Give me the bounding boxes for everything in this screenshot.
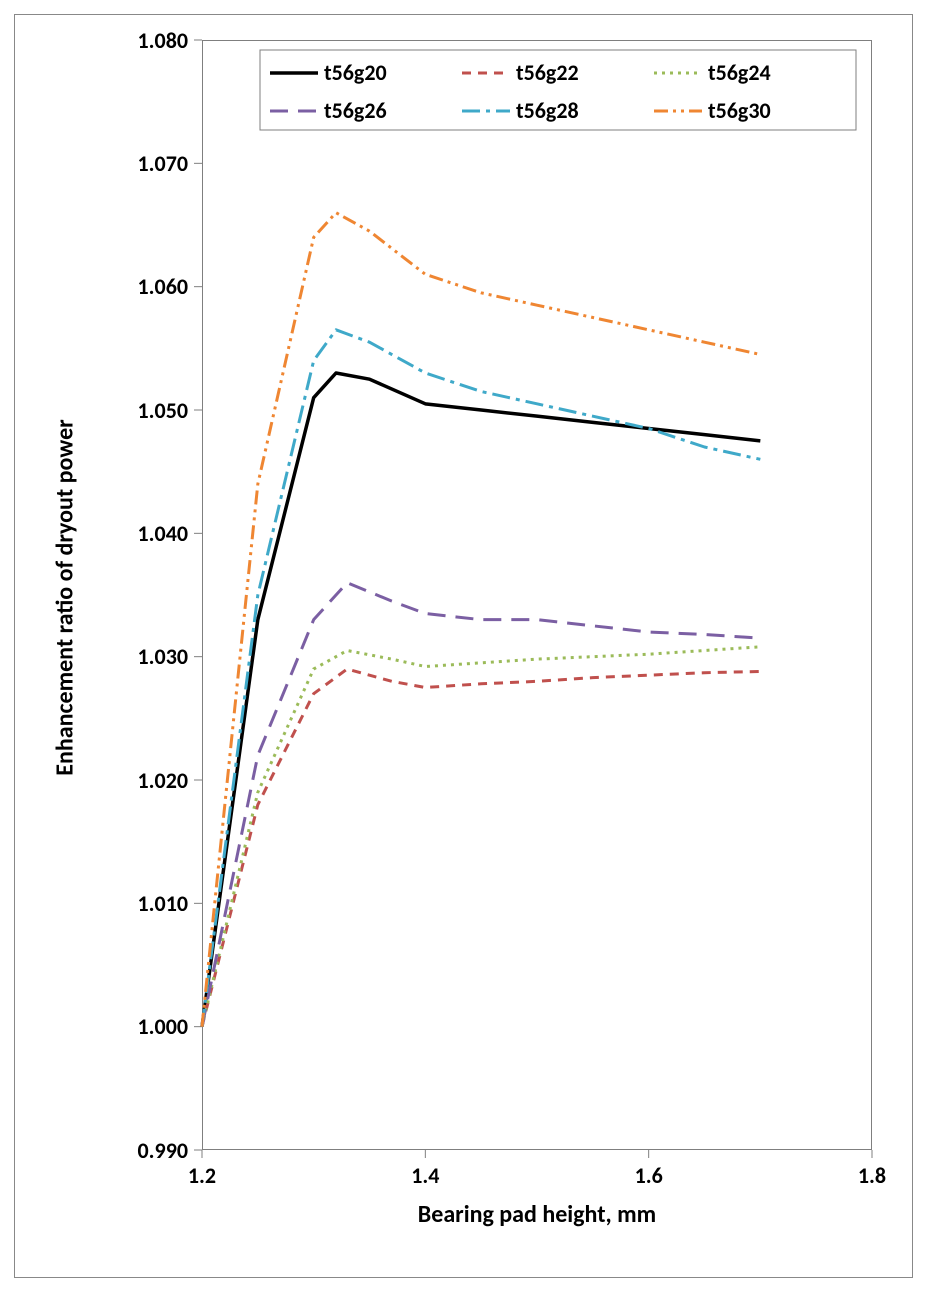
y-tick-label: 1.050 <box>0 397 188 424</box>
series-t56g30 <box>202 213 760 1027</box>
y-tick-label: 1.040 <box>0 520 188 547</box>
legend-label-t56g26: t56g26 <box>324 97 387 124</box>
y-tick-label: 0.990 <box>0 1137 188 1164</box>
legend-label-t56g30: t56g30 <box>708 97 771 124</box>
y-tick-label: 1.080 <box>0 27 188 54</box>
legend-label-t56g22: t56g22 <box>516 59 579 86</box>
y-tick-label: 1.010 <box>0 890 188 917</box>
series-t56g26 <box>202 583 760 1027</box>
y-tick-label: 1.000 <box>0 1013 188 1040</box>
y-tick-label: 1.070 <box>0 150 188 177</box>
legend-label-t56g20: t56g20 <box>324 59 387 86</box>
y-tick-label: 1.060 <box>0 273 188 300</box>
x-tick-label: 1.4 <box>385 1162 465 1189</box>
x-axis-label: Bearing pad height, mm <box>202 1200 872 1229</box>
series-t56g20 <box>202 373 760 1027</box>
series-t56g22 <box>202 669 760 1027</box>
series-t56g28 <box>202 330 760 1027</box>
x-tick-label: 1.2 <box>162 1162 242 1189</box>
legend-label-t56g28: t56g28 <box>516 97 579 124</box>
y-tick-label: 1.020 <box>0 767 188 794</box>
x-tick-label: 1.8 <box>832 1162 912 1189</box>
y-tick-label: 1.030 <box>0 643 188 670</box>
legend-label-t56g24: t56g24 <box>708 59 771 86</box>
series-t56g24 <box>202 647 760 1027</box>
x-tick-label: 1.6 <box>609 1162 689 1189</box>
